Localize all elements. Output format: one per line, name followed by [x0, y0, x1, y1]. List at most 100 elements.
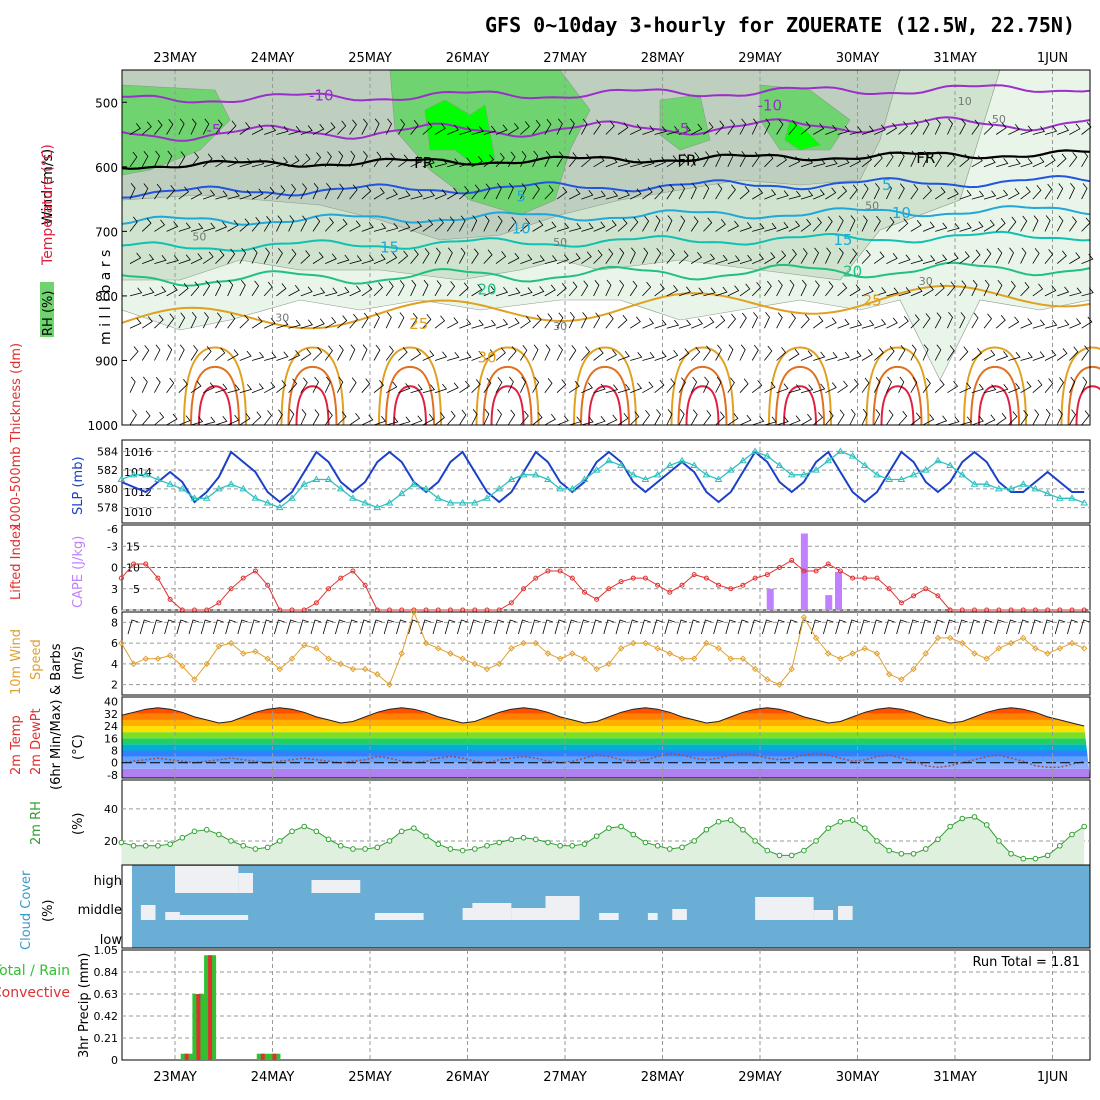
wind-barb	[898, 315, 909, 329]
isotherm-line	[121, 174, 1091, 199]
date-label-top: 25MAY	[348, 51, 392, 66]
temp-tick: 16	[104, 732, 118, 745]
wind-barb	[861, 183, 869, 200]
wind-barb	[934, 118, 941, 135]
wind-barb	[1020, 125, 1033, 135]
wind-barb	[825, 187, 837, 200]
thickness-marker	[190, 494, 199, 501]
rh-contour-label: 50	[865, 199, 879, 212]
wind10-barb	[249, 619, 261, 635]
wind-barb	[337, 344, 344, 361]
wind-barb	[1069, 346, 1079, 361]
wind-barb	[642, 281, 652, 297]
wind-barb	[910, 412, 921, 426]
thickness-marker	[361, 498, 370, 506]
wind-barb	[971, 415, 984, 426]
date-label-bottom: 28MAY	[641, 1070, 685, 1085]
rh2m-marker	[398, 828, 405, 835]
thickness-marker	[178, 484, 187, 492]
li-marker	[789, 557, 795, 563]
wind-barb	[825, 382, 837, 394]
wind-barb	[934, 379, 945, 393]
rh2m-marker	[1057, 842, 1063, 849]
wind-barb	[703, 217, 713, 232]
wind-barb	[581, 153, 592, 168]
ylabel-cloud: Cloud Cover	[19, 870, 34, 950]
temp-band	[122, 768, 1090, 778]
thickness-marker	[300, 480, 309, 487]
thickness-tick: 580	[97, 483, 118, 496]
wind-barb	[1069, 287, 1082, 297]
wind-barb	[227, 349, 239, 361]
wind-barb	[288, 184, 296, 200]
ylabel-temp-3: (6hr Min/Max)	[49, 700, 64, 790]
li-marker	[898, 600, 904, 606]
cloud-cell	[838, 906, 853, 920]
wind-barb	[776, 280, 783, 297]
wind-barb	[337, 376, 344, 393]
wind-barb	[507, 122, 519, 135]
wind-barb	[495, 215, 503, 232]
wind-barb	[788, 249, 797, 264]
wind10-barb	[432, 619, 444, 635]
isotherm-loop	[378, 346, 442, 426]
precip-tick: 0.42	[94, 1010, 119, 1023]
wind10-marker	[166, 652, 174, 659]
wind-barb	[544, 255, 558, 264]
wind10-barb	[835, 619, 846, 635]
isotherm-line	[121, 205, 1091, 226]
ylabel-wind10-3: & Barbs	[49, 643, 64, 695]
wind-barb	[654, 319, 667, 329]
wind-barb	[776, 119, 784, 135]
wind-barb	[349, 119, 357, 135]
thickness-marker	[1068, 494, 1076, 501]
wind-barb	[569, 188, 581, 200]
wind-barb	[861, 215, 868, 232]
wind-barb	[288, 215, 295, 232]
thickness-marker	[958, 470, 967, 478]
wind-barb	[251, 383, 264, 394]
wind-barb	[959, 153, 970, 168]
wind-barb	[642, 247, 649, 264]
wind-barb	[264, 125, 277, 135]
wind-barb	[898, 287, 911, 297]
wind-barb	[922, 284, 934, 297]
wind-barb	[227, 220, 239, 232]
wind10-barb	[652, 619, 663, 635]
thickness-marker	[678, 456, 686, 464]
wind-barb	[983, 384, 997, 394]
wind10-marker	[1032, 645, 1039, 652]
wind10-barb	[1030, 619, 1041, 635]
wind-barb	[581, 416, 594, 426]
wind10-marker	[739, 655, 747, 662]
precip-frame	[121, 949, 1091, 1061]
wind-barb	[544, 221, 557, 232]
wind-barb	[922, 118, 930, 135]
wind-barb	[873, 376, 881, 393]
wind-barb	[203, 416, 216, 426]
rh2m-marker	[776, 852, 783, 859]
wind-barb	[434, 247, 441, 264]
wind-barb	[190, 281, 200, 297]
thickness-tick: 584	[97, 445, 118, 458]
wind-barb	[154, 183, 162, 200]
wind-barb	[312, 182, 319, 200]
wind-barb	[507, 346, 517, 361]
wind-barb	[715, 120, 725, 135]
wind-barb	[373, 312, 380, 329]
ylabel-li: Lifted Index	[9, 523, 24, 600]
wind-barb	[751, 187, 764, 200]
isotherm-loop	[1067, 365, 1100, 426]
wind-barb	[459, 247, 466, 264]
wind-barb	[727, 313, 737, 329]
wind-barb	[983, 279, 990, 297]
wind-barb	[495, 377, 503, 393]
wind10-barb	[993, 619, 1005, 635]
wind-barb	[934, 151, 942, 168]
wind10-marker	[605, 660, 613, 668]
wind-barb	[1069, 152, 1078, 168]
temp-band	[122, 738, 1090, 745]
wind-tick: 6	[111, 637, 118, 650]
wind-barb	[605, 279, 612, 297]
thickness-marker	[263, 498, 272, 506]
